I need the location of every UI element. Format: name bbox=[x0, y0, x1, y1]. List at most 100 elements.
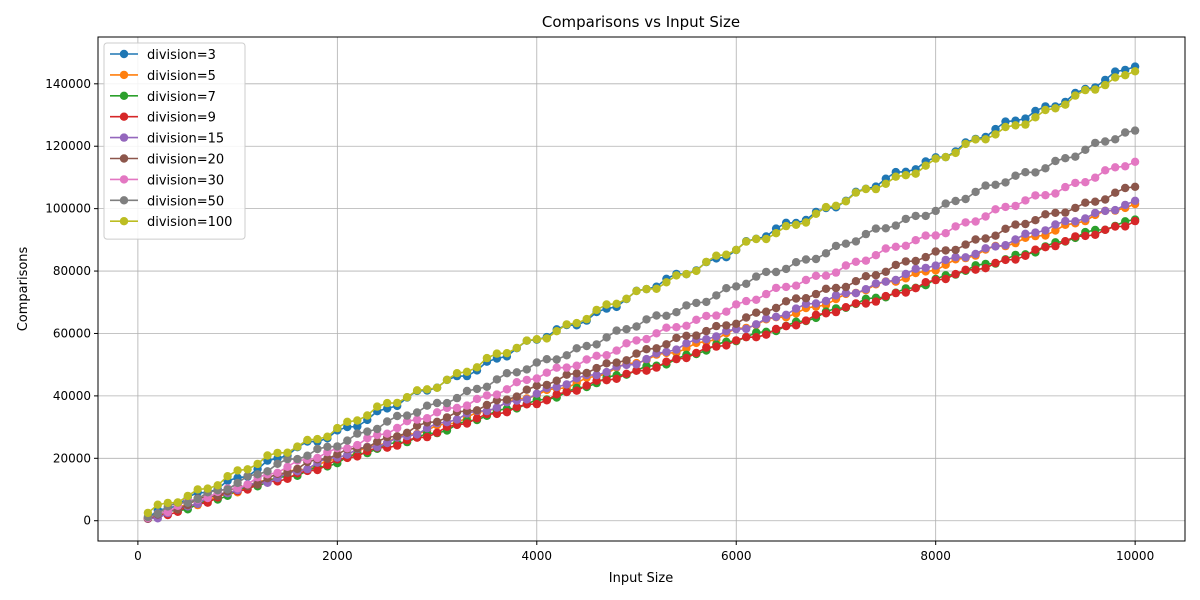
data-point bbox=[901, 241, 910, 250]
data-point bbox=[632, 322, 641, 331]
x-tick-label: 10000 bbox=[1116, 549, 1154, 563]
data-point bbox=[672, 323, 681, 332]
legend-marker bbox=[119, 133, 129, 142]
data-point bbox=[682, 339, 691, 348]
legend-label: division=15 bbox=[147, 132, 224, 147]
data-point bbox=[293, 454, 302, 464]
data-point bbox=[871, 184, 881, 194]
data-point bbox=[1001, 202, 1010, 212]
data-point bbox=[851, 188, 861, 197]
data-point bbox=[1130, 67, 1140, 76]
data-point bbox=[831, 307, 841, 317]
data-point bbox=[831, 268, 841, 277]
data-point bbox=[472, 384, 482, 394]
data-point bbox=[702, 343, 711, 352]
data-point bbox=[1111, 222, 1120, 231]
data-point bbox=[452, 393, 462, 403]
data-point bbox=[961, 194, 970, 204]
data-point bbox=[891, 221, 900, 230]
data-point bbox=[592, 363, 601, 373]
data-point bbox=[1031, 113, 1040, 122]
data-point bbox=[881, 224, 890, 233]
data-point bbox=[1041, 164, 1050, 173]
data-point bbox=[1021, 114, 1030, 123]
data-point bbox=[393, 411, 402, 421]
data-point bbox=[562, 380, 571, 389]
data-point bbox=[941, 255, 950, 265]
data-point bbox=[1101, 166, 1110, 175]
data-point bbox=[921, 211, 930, 221]
data-point bbox=[562, 320, 571, 329]
data-point bbox=[343, 444, 352, 453]
data-point bbox=[552, 327, 561, 336]
data-point bbox=[861, 229, 871, 239]
data-point bbox=[253, 470, 262, 479]
data-point bbox=[732, 300, 741, 309]
data-point bbox=[712, 321, 721, 331]
data-point bbox=[1130, 196, 1140, 205]
data-point bbox=[1021, 196, 1030, 205]
data-point bbox=[522, 365, 531, 374]
data-point bbox=[1041, 226, 1050, 235]
data-point bbox=[462, 386, 472, 396]
data-point bbox=[692, 331, 701, 340]
data-point bbox=[831, 241, 841, 251]
data-point bbox=[363, 434, 372, 443]
data-point bbox=[642, 345, 651, 354]
data-point bbox=[512, 378, 521, 387]
data-point bbox=[652, 311, 661, 320]
data-point bbox=[263, 451, 272, 460]
data-point bbox=[1011, 220, 1020, 229]
legend-marker bbox=[119, 217, 129, 226]
data-point bbox=[592, 305, 601, 315]
data-point bbox=[1061, 182, 1070, 192]
data-point bbox=[811, 271, 821, 280]
legend-box bbox=[103, 42, 246, 240]
data-point bbox=[1091, 230, 1100, 239]
data-point bbox=[343, 436, 352, 445]
data-point bbox=[602, 376, 611, 385]
data-point bbox=[1081, 145, 1090, 154]
data-point bbox=[742, 324, 751, 334]
data-point bbox=[951, 252, 960, 262]
data-point bbox=[682, 331, 691, 340]
data-point bbox=[732, 282, 741, 291]
data-point bbox=[422, 385, 432, 394]
data-point bbox=[582, 368, 591, 378]
data-point bbox=[622, 294, 631, 303]
data-point bbox=[1121, 71, 1130, 80]
data-point bbox=[682, 301, 691, 310]
data-point bbox=[492, 349, 502, 358]
y-tick-label: 40000 bbox=[53, 389, 91, 403]
data-point bbox=[732, 319, 741, 328]
data-point bbox=[512, 402, 521, 412]
data-point bbox=[323, 442, 332, 451]
data-point bbox=[482, 353, 492, 363]
data-point bbox=[961, 253, 970, 262]
data-point bbox=[612, 326, 621, 335]
series-line bbox=[147, 129, 1136, 518]
data-point bbox=[851, 237, 861, 246]
data-point bbox=[263, 467, 272, 476]
data-point bbox=[971, 217, 980, 226]
data-point bbox=[971, 249, 980, 259]
data-point bbox=[472, 414, 482, 423]
legend-marker bbox=[119, 175, 129, 184]
data-point bbox=[1061, 216, 1070, 226]
data-point bbox=[582, 381, 591, 390]
x-tick-label: 2000 bbox=[322, 549, 353, 563]
data-point bbox=[442, 413, 452, 422]
data-point bbox=[971, 187, 980, 197]
data-point bbox=[632, 286, 641, 296]
data-point bbox=[283, 462, 292, 471]
legend-marker bbox=[119, 91, 129, 101]
data-point bbox=[1071, 91, 1080, 100]
data-point bbox=[791, 304, 801, 313]
data-point bbox=[1011, 235, 1020, 244]
data-point bbox=[343, 417, 352, 426]
data-point bbox=[373, 402, 382, 411]
data-point bbox=[632, 349, 641, 358]
series-line bbox=[147, 200, 1136, 520]
data-point bbox=[402, 411, 412, 420]
